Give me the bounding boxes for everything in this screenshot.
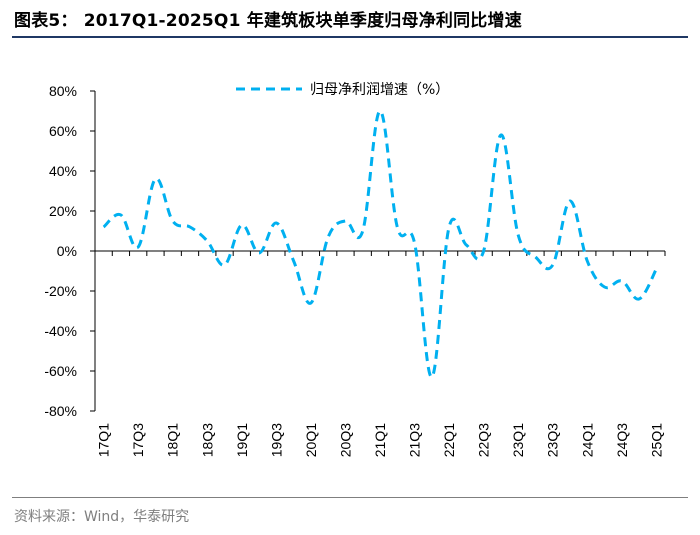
x-tick-label: 24Q1: [579, 423, 595, 457]
y-axis-ticks: 80% 60% 40% 20% 0% -20% -40% -60% -80%: [44, 83, 95, 419]
series-layer: [102, 109, 658, 379]
y-tick-label: 20%: [49, 203, 77, 219]
x-tick-label: 18Q1: [165, 423, 181, 457]
y-tick-label: 0%: [57, 243, 77, 259]
x-tick-label: 23Q1: [510, 423, 526, 457]
chart-title: 图表5： 2017Q1-2025Q1 年建筑板块单季度归母净利同比增速: [14, 11, 522, 31]
x-tick-label: 23Q3: [545, 423, 561, 457]
x-tick-label: 20Q3: [337, 423, 353, 457]
y-tick-label: -80%: [44, 403, 77, 419]
x-tick-label: 24Q3: [614, 423, 630, 457]
source-note: 资料来源：Wind，华泰研究: [14, 509, 190, 525]
legend-label: 归母净利润增速（%）: [310, 81, 449, 98]
x-tick-label: 18Q3: [199, 423, 215, 457]
y-tick-label: 60%: [49, 123, 77, 139]
footer-rule: [12, 497, 688, 498]
x-tick-label: 19Q3: [268, 423, 284, 457]
x-tick-label: 17Q3: [130, 423, 146, 457]
title-rule: [12, 36, 688, 38]
legend: 归母净利润增速（%）: [236, 81, 449, 98]
x-tick-label: 21Q3: [407, 423, 423, 457]
x-tick-label: 22Q1: [441, 423, 457, 457]
series-line: [102, 109, 658, 379]
y-tick-label: -60%: [44, 363, 77, 379]
y-tick-label: 40%: [49, 163, 77, 179]
axes: [94, 91, 665, 411]
x-tick-label: 17Q1: [96, 423, 112, 457]
x-axis-ticks: 17Q1 17Q3 18Q1 18Q3 19Q1 19Q3 20Q1 20Q3 21Q1 21Q3…: [94, 251, 666, 457]
x-tick-label: 22Q3: [476, 423, 492, 457]
y-tick-label: -40%: [44, 323, 77, 339]
y-tick-label: 80%: [49, 83, 77, 99]
x-tick-label: 21Q1: [372, 423, 388, 457]
x-tick-label: 20Q1: [303, 423, 319, 457]
y-tick-label: -20%: [44, 283, 77, 299]
x-tick-label: 19Q1: [234, 423, 250, 457]
x-tick-label: 25Q1: [648, 423, 664, 457]
